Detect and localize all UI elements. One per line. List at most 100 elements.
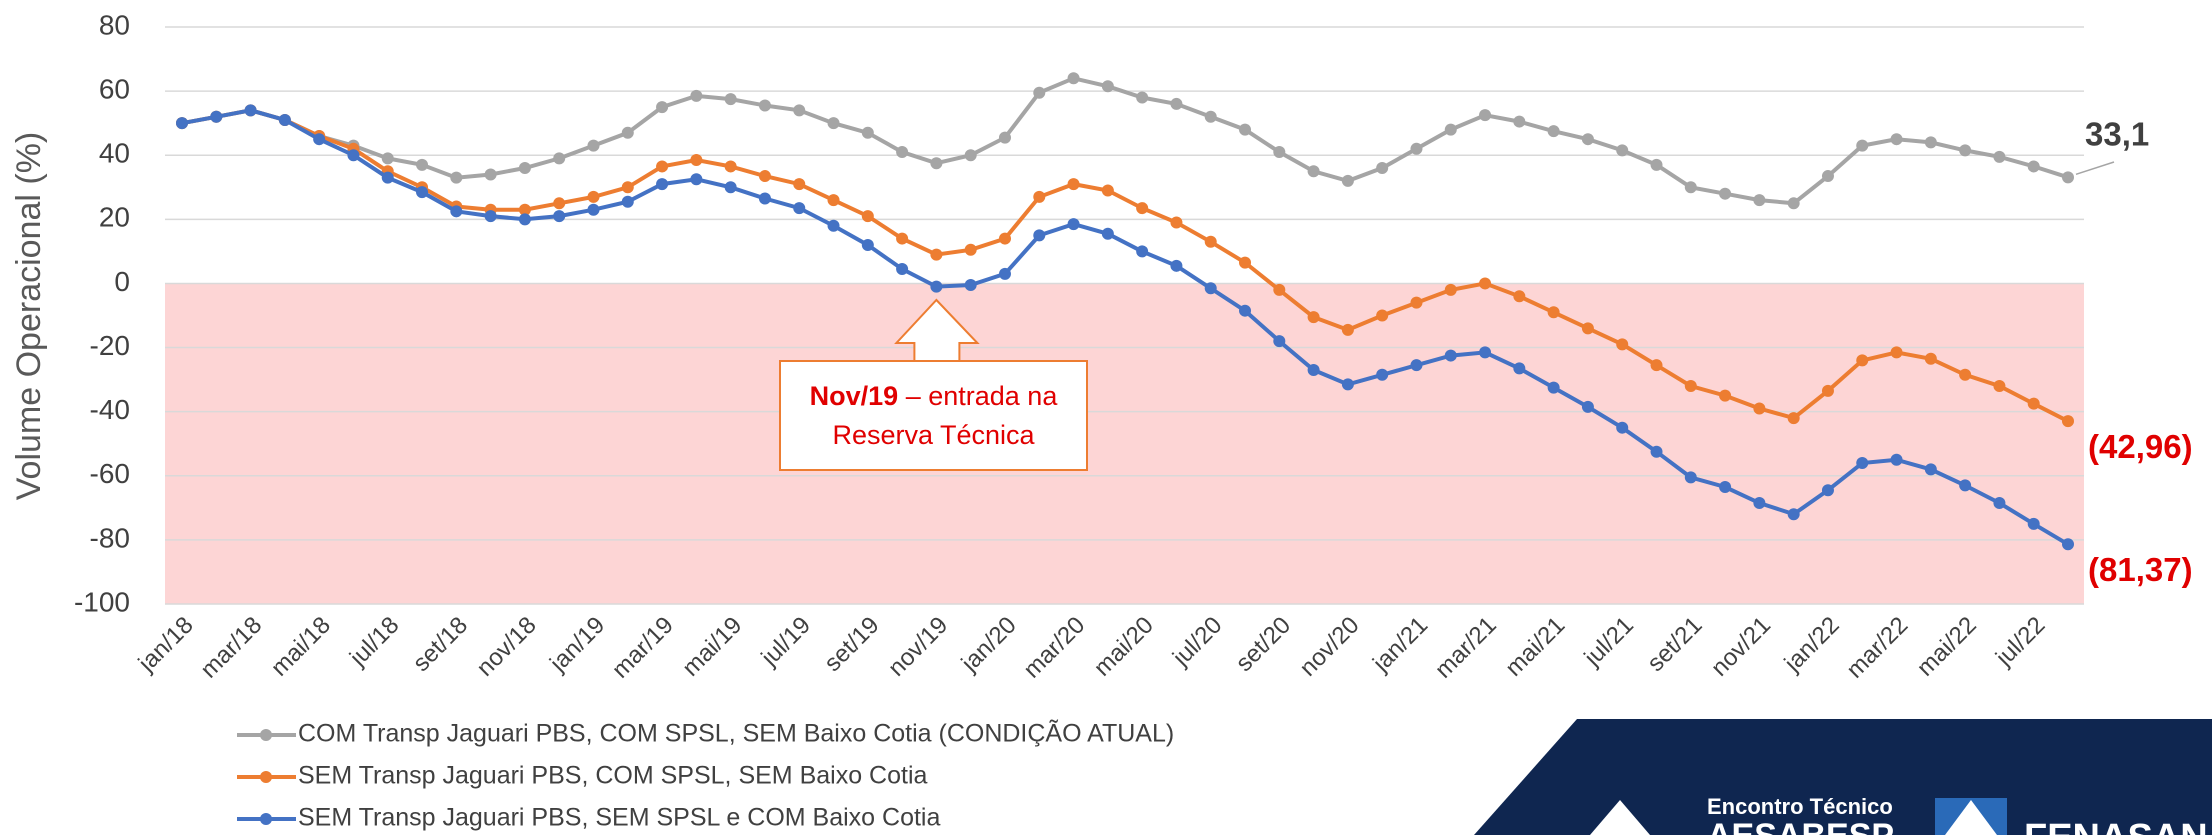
data-point: [656, 101, 669, 114]
data-point: [1376, 309, 1389, 322]
data-point: [1170, 216, 1183, 229]
data-point: [1890, 133, 1903, 146]
end-label: (81,37): [2088, 551, 2193, 588]
data-point: [1959, 479, 1972, 492]
data-point: [1101, 184, 1114, 197]
data-point: [930, 157, 943, 170]
data-point: [1993, 380, 2006, 393]
x-tick-label: jan/22: [1779, 612, 1845, 678]
data-point: [1684, 380, 1697, 393]
data-point: [1924, 136, 1937, 149]
data-point: [1204, 110, 1217, 123]
data-point: [998, 267, 1011, 280]
data-point: [758, 99, 771, 112]
data-point: [1204, 235, 1217, 248]
data-point: [450, 205, 463, 218]
logo-brand: FENASAN: [2024, 817, 2208, 835]
data-point: [1547, 381, 1560, 394]
data-point: [861, 238, 874, 251]
data-point: [1341, 378, 1354, 391]
data-point: [758, 192, 771, 205]
data-point: [1719, 187, 1732, 200]
data-point: [1410, 296, 1423, 309]
data-point: [1787, 508, 1800, 521]
data-point: [313, 133, 326, 146]
y-tick-label: 60: [99, 74, 130, 105]
data-point: [1821, 384, 1834, 397]
data-point: [210, 110, 223, 123]
x-tick-label: mai/20: [1089, 612, 1159, 682]
data-point: [1959, 144, 1972, 157]
data-point: [861, 210, 874, 223]
data-point: [998, 131, 1011, 144]
y-tick-label: 80: [99, 9, 130, 40]
logo-text: Encontro Técnico: [1707, 794, 1893, 819]
data-point: [1856, 139, 1869, 152]
data-point: [1890, 346, 1903, 359]
data-point: [381, 152, 394, 165]
data-point: [1547, 125, 1560, 138]
data-point: [2027, 517, 2040, 530]
data-point: [1856, 456, 1869, 469]
data-point: [1033, 190, 1046, 203]
y-tick-label: -20: [90, 330, 130, 361]
data-point: [964, 279, 977, 292]
data-point: [1307, 165, 1320, 178]
x-tick-label: jan/21: [1367, 612, 1433, 678]
data-point: [484, 168, 497, 181]
y-tick-label: 40: [99, 138, 130, 169]
annotation-bold: Nov/19: [809, 380, 899, 411]
data-point: [1616, 421, 1629, 434]
data-point: [1444, 123, 1457, 136]
logo-band: [1474, 719, 2212, 835]
data-point: [518, 213, 531, 226]
data-point: [724, 160, 737, 173]
data-point: [896, 232, 909, 245]
data-point: [1067, 72, 1080, 85]
data-point: [1719, 389, 1732, 402]
data-point: [553, 197, 566, 210]
data-point: [518, 203, 531, 216]
x-tick-label: jul/21: [1579, 612, 1639, 672]
data-point: [1101, 80, 1114, 93]
data-point: [587, 190, 600, 203]
negative-zone: [165, 283, 2084, 604]
data-point: [553, 152, 566, 165]
data-point: [1787, 197, 1800, 210]
data-point: [1136, 202, 1149, 215]
x-tick-label: set/19: [819, 612, 884, 677]
data-point: [1959, 368, 1972, 381]
leader-line: [2075, 161, 2115, 176]
data-point: [587, 203, 600, 216]
data-point: [1650, 158, 1663, 171]
x-tick-label: nov/19: [883, 612, 953, 682]
legend-label: SEM Transp Jaguari PBS, SEM SPSL e COM B…: [298, 804, 940, 832]
data-point: [1684, 181, 1697, 194]
data-point: [1410, 359, 1423, 372]
series-line: [181, 76, 2069, 206]
legend-label: SEM Transp Jaguari PBS, COM SPSL, SEM Ba…: [298, 762, 928, 790]
data-point: [656, 178, 669, 191]
x-tick-label: mai/19: [677, 612, 747, 682]
x-tick-label: mar/21: [1430, 612, 1502, 684]
data-point: [793, 178, 806, 191]
data-point: [1547, 306, 1560, 319]
data-point: [1479, 346, 1492, 359]
data-point: [1513, 115, 1526, 128]
data-point: [1581, 322, 1594, 335]
data-point: [896, 146, 909, 159]
annotation: Nov/19 – entrada na Reserva Técnica: [779, 360, 1088, 471]
data-point: [553, 210, 566, 223]
data-point: [1650, 359, 1663, 372]
data-point: [1273, 335, 1286, 348]
data-point: [964, 149, 977, 162]
x-tick-label: jul/19: [756, 612, 816, 672]
data-point: [1307, 311, 1320, 324]
data-point: [1239, 256, 1252, 269]
logo-icon: [1590, 800, 1650, 835]
data-point: [861, 126, 874, 139]
y-axis-label: Volume Operacional (%): [10, 132, 48, 501]
logo-icon: [1945, 800, 1997, 835]
